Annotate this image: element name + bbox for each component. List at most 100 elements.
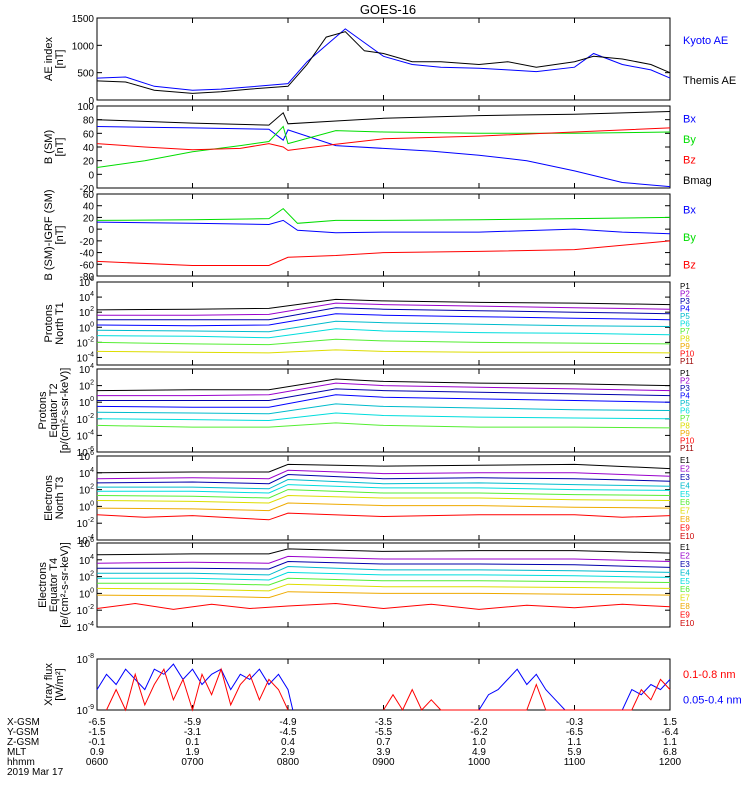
series-line	[96, 502, 671, 512]
series-line	[96, 555, 671, 564]
x-tick-label: 1.1	[663, 737, 677, 748]
x-tick-label: 0700	[181, 757, 204, 768]
legend-entry: E10	[680, 619, 695, 628]
legend-entry: E5	[680, 490, 690, 499]
legend-entry: P1	[680, 282, 690, 291]
legend-entry: P6	[680, 320, 690, 329]
legend-entry: P1	[680, 369, 690, 378]
y-tick-label: 20	[83, 213, 95, 224]
x-tick-label: 1.0	[472, 737, 486, 748]
y-tick-label: 0	[88, 225, 94, 236]
series-line	[96, 298, 671, 311]
x-tick-label: -3.5	[375, 717, 393, 728]
series-line	[96, 591, 671, 599]
x-tick-label: -5.5	[375, 727, 393, 738]
series-line	[96, 111, 671, 126]
y-tick-label: 0	[88, 170, 94, 181]
series-line	[97, 388, 671, 401]
y-tick-label: -20	[80, 237, 95, 248]
x-tick-label: 1200	[659, 757, 682, 768]
x-tick-label: -6.4	[661, 727, 679, 738]
series-line	[96, 494, 671, 504]
x-tick-label: -6.2	[470, 727, 488, 738]
series-line	[96, 663, 294, 711]
x-row-label: MLT	[7, 747, 26, 758]
x-tick-label: 0.4	[281, 737, 295, 748]
legend-entry: P5	[680, 399, 690, 408]
x-tick-label: 1.1	[568, 737, 582, 748]
x-tick-label: 3.9	[377, 747, 391, 758]
panel-bsm: -20 0 20 40 60 80 100 B (SM)[nT] Bx By Bz Bmag	[43, 102, 712, 195]
panel-eet4: 10-4 10-2 100 102 104 106 ElectronsEquator T4[…	[37, 537, 695, 634]
y-tick-label: 60	[83, 190, 95, 201]
y-tick-label: 60	[83, 129, 95, 140]
x-tick-label: 1100	[564, 757, 586, 768]
legend-entry: E3	[680, 560, 690, 569]
series-line	[96, 583, 671, 592]
panel-xray: 10-9 10-8 Xray flux[W/m²] 0.1-0.8 nm 0.05-0.…	[43, 653, 742, 717]
legend-entry: P8	[680, 335, 690, 344]
series-line	[96, 28, 671, 91]
x-tick-label: 0600	[86, 757, 109, 768]
legend-entry: 0.1-0.8 nm	[683, 669, 736, 681]
x-tick-label: -0.1	[88, 737, 106, 748]
series-line	[96, 240, 671, 266]
y-tick-label: 10-2	[77, 604, 94, 617]
series-line	[96, 548, 671, 556]
x-row-label: 2019 Mar 17	[7, 767, 64, 778]
y-axis-label: ElectronsNorth T3	[43, 475, 66, 521]
x-tick-label: -2.0	[470, 717, 488, 728]
y-tick-label: -60	[80, 260, 95, 271]
y-tick-label: 104	[79, 467, 94, 480]
y-tick-label: 40	[83, 143, 95, 154]
series-line	[96, 320, 671, 333]
series-line	[96, 328, 671, 339]
series-line	[478, 668, 671, 711]
legend-entry: E1	[680, 543, 690, 552]
legend-entry: Kyoto AE	[683, 35, 728, 47]
y-tick-label: 102	[79, 571, 94, 584]
panel-pet2: 10-6 10-4 10-2 100 102 104 ProtonsEquator T2[p…	[37, 363, 695, 459]
y-tick-label: 10-8	[77, 653, 94, 666]
legend-entry: Bz	[683, 259, 696, 271]
legend-entry: P9	[680, 429, 690, 438]
series-line	[97, 307, 671, 321]
x-tick-label: 1.9	[186, 747, 200, 758]
y-tick-label: 100	[79, 500, 94, 513]
y-tick-label: 10-2	[77, 336, 94, 349]
series-line	[96, 126, 671, 188]
y-tick-label: 104	[79, 291, 94, 304]
x-tick-label: 0800	[277, 757, 300, 768]
legend-entry: E1	[680, 456, 690, 465]
x-tick-label: 0.7	[377, 737, 391, 748]
x-tick-label: -5.9	[184, 717, 202, 728]
series-line	[96, 394, 671, 408]
y-tick-label: 10-4	[77, 429, 94, 442]
legend-entry: E10	[680, 532, 695, 541]
series-line	[97, 478, 671, 490]
legend-entry: P6	[680, 407, 690, 416]
y-tick-label: 10-6	[77, 446, 94, 459]
legend-entry: P2	[680, 376, 690, 385]
legend-entry: By	[683, 232, 696, 244]
series-line	[97, 565, 671, 576]
y-tick-label: 40	[83, 202, 95, 213]
y-tick-label: 102	[79, 306, 94, 319]
series-line	[383, 678, 671, 712]
x-tick-label: 4.9	[472, 747, 486, 758]
legend-entry: E9	[680, 523, 690, 532]
legend-entry: E4	[680, 568, 690, 577]
series-line	[96, 378, 671, 392]
x-tick-label: -1.5	[88, 727, 106, 738]
legend-entry: 0.05-0.4 nm	[683, 694, 742, 706]
series-line	[96, 125, 671, 168]
series-line	[96, 349, 671, 354]
legend-entry: E6	[680, 585, 690, 594]
legend-entry: E4	[680, 481, 690, 490]
x-tick-label: -6.5	[566, 727, 584, 738]
y-tick-label: 80	[83, 116, 95, 127]
legend-entry: E2	[680, 552, 690, 561]
legend-entry: Bx	[683, 205, 696, 217]
